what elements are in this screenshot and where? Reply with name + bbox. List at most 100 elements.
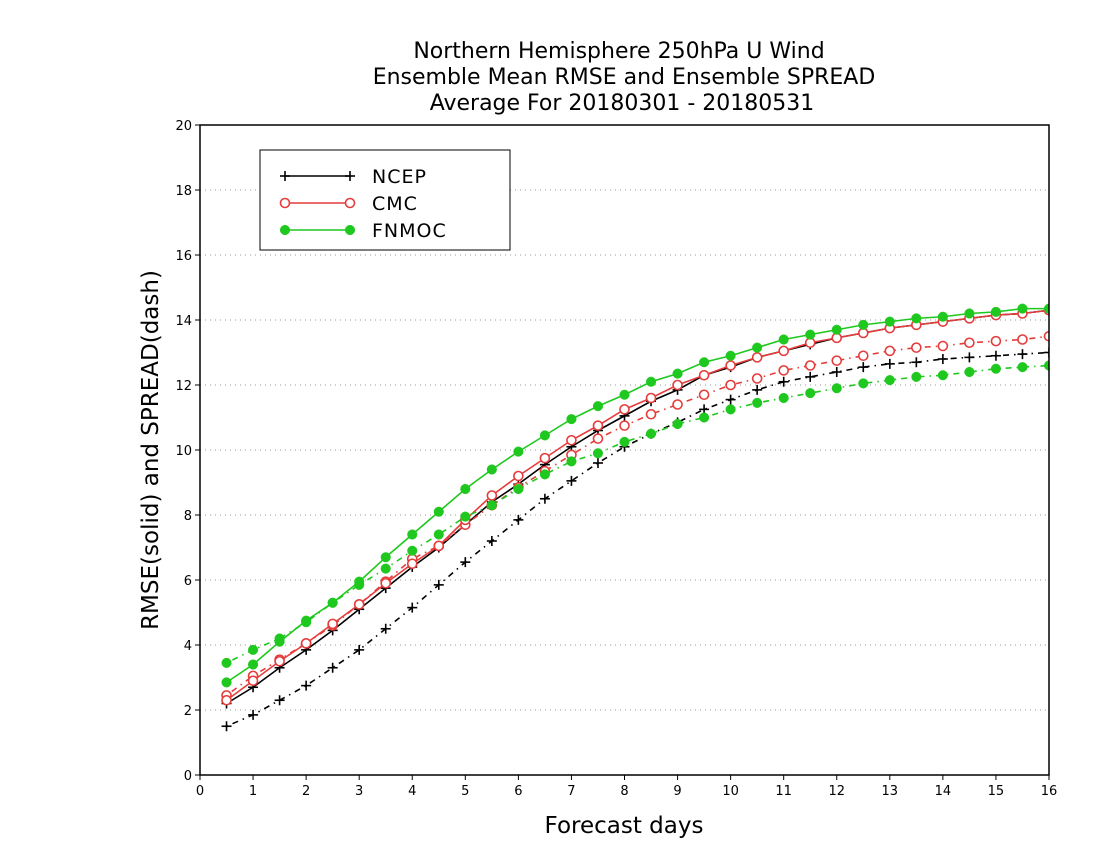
- fnmoc-spread-point: [248, 644, 259, 655]
- fnmoc-spread-point: [592, 448, 604, 459]
- x-tick-label-3: 3: [355, 784, 363, 799]
- x-tick-label-1: 1: [249, 784, 257, 799]
- ncep-spread-point: [513, 514, 524, 525]
- ncep-spread-point: [937, 354, 948, 364]
- fnmoc-rmse-point: [990, 306, 1001, 317]
- fnmoc-rmse-point: [884, 316, 895, 327]
- x-tick-label-16: 16: [1041, 784, 1058, 799]
- fnmoc-spread-point: [752, 397, 763, 408]
- fnmoc-rmse-point: [460, 483, 471, 495]
- cmc-spread-point: [990, 335, 1002, 347]
- x-tick-label-11: 11: [775, 784, 792, 799]
- cmc-rmse-line: [226, 309, 1049, 701]
- cmc-spread-line: [226, 335, 1049, 697]
- fnmoc-spread-point: [513, 483, 524, 495]
- x-tick-label-14: 14: [935, 784, 952, 799]
- y-tick-label-20: 20: [175, 119, 192, 134]
- fnmoc-rmse-point: [407, 529, 418, 540]
- ncep-spread-point: [433, 579, 444, 590]
- cmc-rmse-point: [353, 599, 365, 610]
- legend-label-cmc: CMC: [372, 193, 418, 215]
- ncep-spread-point: [1044, 347, 1049, 358]
- x-tick-label-5: 5: [461, 784, 469, 799]
- fnmoc-spread-point: [672, 418, 683, 430]
- cmc-spread-point: [672, 399, 683, 410]
- y-tick-label-12: 12: [175, 379, 192, 394]
- ncep-spread-point: [221, 721, 232, 732]
- cmc-spread-point: [619, 420, 630, 431]
- chart-title-line-2: Ensemble Mean RMSE and Ensemble SPREAD: [373, 65, 876, 90]
- x-tick-label-8: 8: [620, 784, 628, 799]
- ncep-spread-point: [964, 352, 975, 363]
- legend-marker-cmc: [344, 197, 356, 209]
- fnmoc-rmse-point: [301, 615, 312, 626]
- fnmoc-rmse-point: [1017, 303, 1028, 314]
- legend-marker-cmc: [279, 197, 291, 209]
- legend-box: [259, 149, 511, 251]
- x-tick-label-2: 2: [302, 784, 310, 799]
- fnmoc-spread-point: [778, 392, 789, 404]
- y-tick-label-10: 10: [175, 444, 192, 459]
- fnmoc-rmse-point: [831, 324, 842, 335]
- fnmoc-rmse-point: [486, 464, 497, 475]
- fnmoc-rmse-point: [433, 506, 444, 517]
- legend-marker-fnmoc: [344, 224, 356, 236]
- cmc-rmse-point: [406, 558, 418, 570]
- cmc-spread-point: [937, 340, 949, 352]
- fnmoc-rmse-point: [566, 414, 577, 425]
- ncep-spread-point: [858, 362, 869, 373]
- cmc-rmse-point: [645, 392, 657, 404]
- cmc-spread-point: [964, 337, 975, 349]
- x-tick-label-4: 4: [408, 784, 416, 799]
- cmc-rmse-point: [513, 470, 524, 482]
- cmc-spread-point: [778, 365, 789, 376]
- fnmoc-rmse-point: [964, 308, 975, 319]
- legend-marker-ncep: [280, 171, 290, 181]
- ncep-spread-point: [460, 557, 471, 568]
- y-tick-label-8: 8: [184, 509, 192, 524]
- fnmoc-spread-point: [1017, 362, 1028, 373]
- fnmoc-rmse-point: [619, 389, 630, 400]
- y-tick-label-0: 0: [184, 769, 192, 784]
- ncep-spread-point: [725, 394, 736, 405]
- x-tick-label-13: 13: [882, 784, 899, 799]
- fnmoc-spread-point: [407, 545, 418, 556]
- series-layer: [221, 303, 1049, 732]
- fnmoc-rmse-point: [858, 319, 869, 330]
- cmc-rmse-point: [300, 638, 312, 649]
- legend-label-fnmoc: FNMOC: [372, 220, 447, 242]
- x-tick-label-6: 6: [514, 784, 522, 799]
- fnmoc-rmse-point: [725, 350, 736, 361]
- cmc-rmse-point: [247, 675, 259, 687]
- fnmoc-rmse-point: [354, 576, 365, 587]
- ncep-spread-point: [407, 602, 418, 613]
- cmc-rmse-point: [221, 694, 232, 706]
- ncep-spread-point: [301, 680, 312, 691]
- cmc-rmse-point: [539, 452, 551, 464]
- x-tick-label-15: 15: [988, 784, 1005, 799]
- fnmoc-spread-point: [858, 378, 869, 389]
- cmc-rmse-point: [619, 404, 630, 415]
- ncep-spread-point: [990, 350, 1001, 361]
- ncep-spread-point: [248, 709, 259, 720]
- cmc-rmse-point: [698, 369, 710, 381]
- y-tick-label-6: 6: [184, 574, 192, 589]
- fnmoc-spread-point: [884, 375, 895, 386]
- y-tick-label-14: 14: [175, 314, 192, 329]
- x-axis-label: Forecast days: [545, 813, 704, 839]
- fnmoc-spread-point: [805, 388, 816, 399]
- fnmoc-spread-point: [831, 383, 842, 394]
- cmc-spread-point: [698, 389, 710, 401]
- cmc-rmse-point: [433, 540, 445, 552]
- fnmoc-spread-point: [460, 511, 471, 522]
- fnmoc-spread-point: [539, 469, 550, 480]
- cmc-spread-point: [884, 345, 896, 357]
- fnmoc-rmse-point: [380, 552, 391, 563]
- cmc-rmse-point: [274, 655, 285, 667]
- fnmoc-spread-point: [964, 366, 975, 378]
- ncep-spread-point: [1017, 349, 1028, 360]
- cmc-spread-point: [831, 355, 843, 366]
- fnmoc-spread-point: [619, 436, 630, 447]
